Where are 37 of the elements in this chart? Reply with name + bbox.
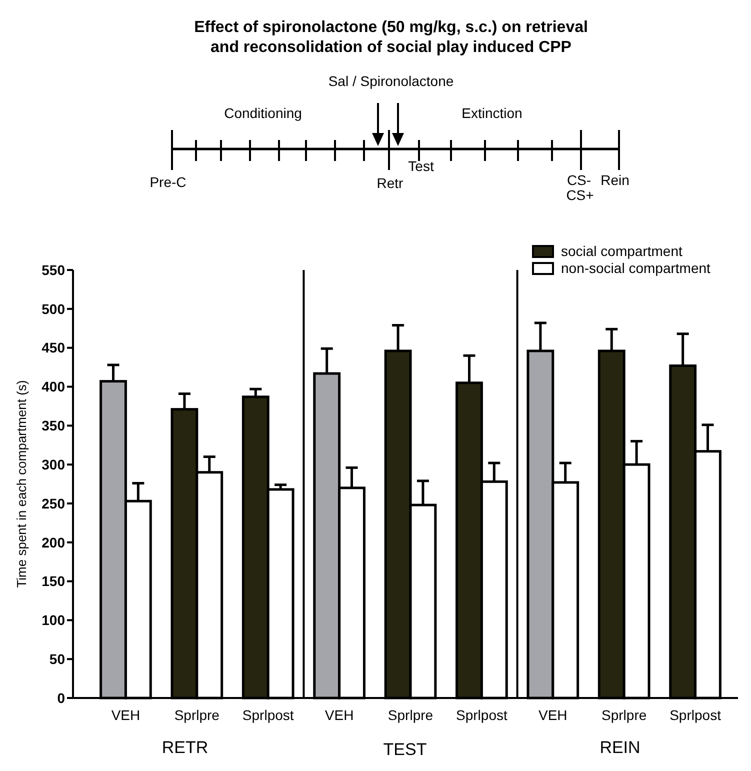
y-tick-label: 450 (42, 340, 66, 356)
y-tick-label: 200 (42, 534, 66, 550)
text: Pre-C (150, 174, 186, 190)
y-tick-label: 350 (42, 418, 66, 434)
x-tick-label: Sprlpost (242, 707, 294, 723)
text: Conditioning (224, 105, 302, 121)
text: Extinction (462, 105, 522, 121)
y-tick-label: 500 (42, 300, 66, 317)
text: RETR (162, 738, 208, 757)
y-axis-title: Time spent in each compartment (s) (14, 380, 29, 588)
y-tick-label: 550 (42, 262, 66, 278)
x-tick-label: Sprlpre (602, 707, 647, 723)
x-tick-label: Sprlpre (174, 707, 220, 723)
legend-label: social compartment (561, 243, 682, 259)
y-tick-label: 150 (42, 573, 66, 590)
y-tick-label: 300 (42, 456, 66, 472)
x-tick-label: VEH (324, 707, 354, 723)
text: CS- (566, 172, 592, 188)
legend-label: non-social compartment (561, 260, 711, 276)
x-tick-label: VEH (538, 707, 568, 723)
y-tick-label: 250 (42, 495, 66, 512)
chart-title: Effect of spironolactone (50 mg/kg, s.c.) on retrieval and reconsolidation of social play induced CPP (194, 19, 588, 56)
y-tick-label: 0 (57, 690, 66, 706)
text: Test (408, 158, 434, 174)
x-tick-label: Sprlpre (388, 707, 434, 723)
text: CS+ (566, 187, 594, 203)
y-tick-label: 50 (49, 650, 66, 667)
x-tick-label: VEH (111, 707, 140, 723)
text: TEST (383, 740, 427, 759)
text: Sal / Spironolactone (328, 73, 454, 89)
x-tick-label: Sprlpost (670, 707, 722, 723)
text: Retr (376, 175, 404, 191)
text: REIN (600, 738, 640, 757)
y-tick-label: 400 (42, 378, 66, 395)
y-tick-label: 100 (42, 612, 66, 628)
x-tick-label: Sprlpost (456, 707, 508, 723)
text: Rein (600, 172, 630, 188)
